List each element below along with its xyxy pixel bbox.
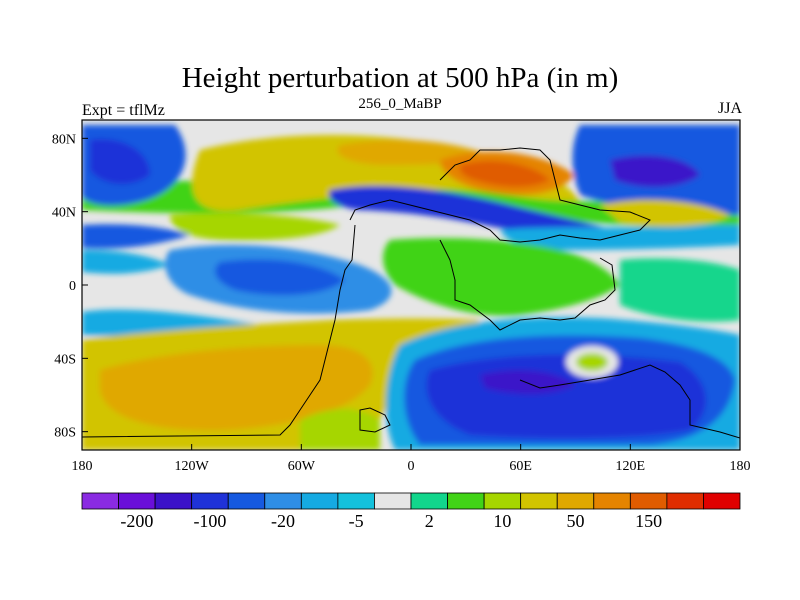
colorbar-label: 10 <box>493 511 511 531</box>
map-axes: 180 120W 60W 0 60E 120E 180 80N 40N 0 40S 80S <box>52 132 751 474</box>
colorbar-swatch <box>703 492 741 510</box>
lon-tick-label: 180 <box>730 459 751 474</box>
contour-blue-europe <box>329 185 630 241</box>
contour-purple-southeast <box>480 370 575 394</box>
coastline-africa <box>82 224 356 438</box>
experiment-label: Expt = tflMz <box>82 102 165 119</box>
contour-yellow-ne <box>600 199 730 227</box>
colorbar-swatch <box>154 492 193 510</box>
lat-tick-label: 80S <box>54 426 76 441</box>
colorbar-label: -20 <box>271 511 295 531</box>
contour-blue-pacific <box>215 259 345 296</box>
colorbar-swatch <box>483 492 522 510</box>
colorbar-swatch <box>191 492 229 510</box>
lon-tick-label: 60E <box>509 459 532 474</box>
contour-green-atlantic <box>170 213 340 241</box>
lon-tick-label: 180 <box>72 459 93 474</box>
colorbar-swatch <box>556 492 595 510</box>
lat-tick-label: 0 <box>69 279 76 294</box>
lon-tick-label: 0 <box>408 459 415 474</box>
contour-ring-inner <box>576 353 608 371</box>
colorbar-swatch <box>629 492 668 510</box>
contour-darkblue-nw <box>90 139 150 185</box>
colorbar-swatch <box>337 492 375 510</box>
lat-tick-label: 80N <box>52 132 76 147</box>
colorbar-swatch <box>410 492 448 510</box>
contour-cyan-asia <box>500 225 740 250</box>
colorbar-swatch <box>374 492 412 510</box>
contour-purple-ne <box>610 155 700 187</box>
contour-cyan-west <box>82 250 170 274</box>
season-label: JJA <box>717 100 742 117</box>
colorbar-label: -5 <box>349 511 364 531</box>
lon-tick-label: 120W <box>175 459 210 474</box>
contour-darkblue-southeast <box>426 354 707 439</box>
coastline-australia <box>519 364 740 439</box>
colorbar-label: 2 <box>425 511 434 531</box>
colorbar-swatch <box>227 492 266 510</box>
colorbar-swatch <box>264 492 302 510</box>
contour-red-asia <box>459 160 550 187</box>
coastlines <box>82 147 740 439</box>
contour-green-south <box>300 408 380 450</box>
colorbar-label: -100 <box>193 511 226 531</box>
colorbar-swatch <box>300 492 339 510</box>
time-label: 256_0_MaBP <box>358 96 442 112</box>
lon-tick-label: 60W <box>288 459 316 474</box>
figure-title: Height perturbation at 500 hPa (in m) <box>181 62 619 94</box>
lon-tick-label: 120E <box>616 459 646 474</box>
contour-teal-east <box>620 258 740 322</box>
contour-field <box>82 120 740 450</box>
lat-tick-label: 40S <box>54 352 76 367</box>
colorbar: -200 -100 -20 -5 2 10 50 150 <box>81 492 741 531</box>
colorbar-swatch <box>666 492 704 510</box>
contour-orange-south <box>100 345 373 431</box>
colorbar-swatch <box>447 492 485 510</box>
contour-blue-west <box>82 224 190 249</box>
contour-green-tropics <box>383 238 620 316</box>
colorbar-swatch <box>118 492 156 510</box>
colorbar-swatch <box>593 492 631 510</box>
coastline-south-america <box>359 407 391 433</box>
colorbar-label: 150 <box>635 511 662 531</box>
coastline-arabia-india <box>439 239 616 331</box>
lat-tick-label: 40N <box>52 206 76 221</box>
colorbar-label: 50 <box>567 511 585 531</box>
colorbar-swatch <box>520 492 558 510</box>
colorbar-swatch <box>81 492 119 510</box>
coastline-eurasia <box>349 147 651 243</box>
colorbar-label: -200 <box>120 511 153 531</box>
